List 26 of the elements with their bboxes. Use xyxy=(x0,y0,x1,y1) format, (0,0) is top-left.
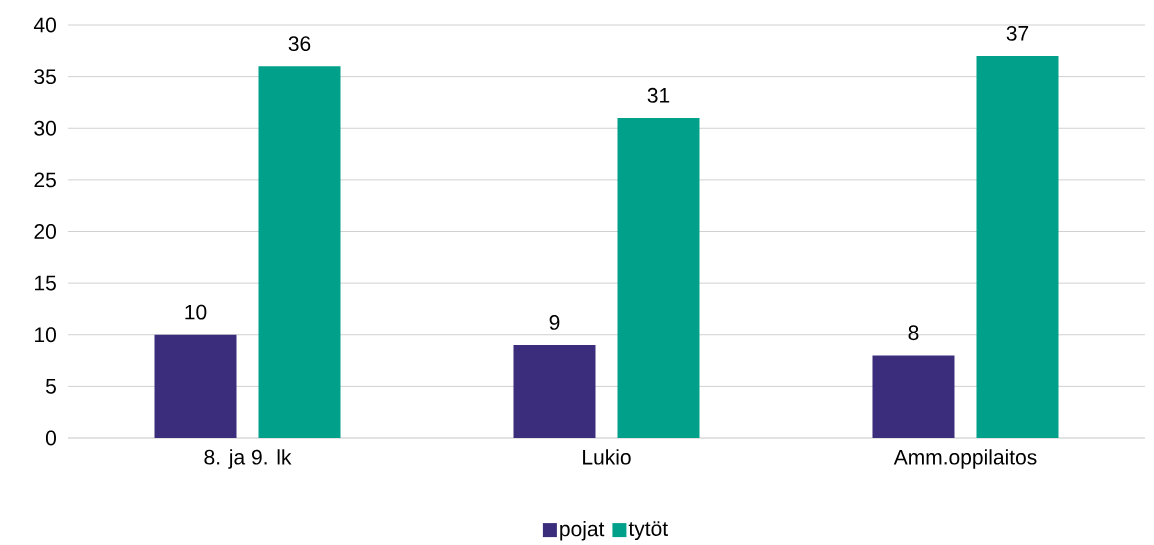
bar xyxy=(976,55,1059,438)
data-label: 36 xyxy=(288,36,311,52)
y-tick-label: 30 xyxy=(34,120,56,136)
data-label: 8 xyxy=(908,325,919,341)
data-label: 10 xyxy=(185,304,207,320)
y-tick-label: 25 xyxy=(34,172,56,188)
data-label: 9 xyxy=(549,315,560,330)
y-tick-label: 20 xyxy=(34,224,56,239)
legend-label: tytöt xyxy=(628,521,668,541)
bar xyxy=(617,117,700,438)
data-label: 37 xyxy=(1006,25,1029,41)
legend-label: pojat xyxy=(560,520,605,541)
data-label: 31 xyxy=(647,87,670,103)
x-tick-label: Amm.oppilaitos xyxy=(893,449,1037,469)
bar xyxy=(258,66,341,438)
bar xyxy=(154,334,237,438)
x-tick-label: 8. ja 9. lk xyxy=(204,449,292,469)
y-tick-label: 40 xyxy=(33,17,56,33)
x-tick-label: Lukio xyxy=(583,449,631,465)
bar xyxy=(513,345,596,438)
y-tick-label: 35 xyxy=(34,69,56,85)
y-tick-label: 15 xyxy=(35,275,56,291)
y-tick-label: 10 xyxy=(35,327,56,343)
y-tick-label: 0 xyxy=(45,430,56,446)
y-tick-label: 5 xyxy=(45,379,56,394)
bar xyxy=(872,355,955,438)
